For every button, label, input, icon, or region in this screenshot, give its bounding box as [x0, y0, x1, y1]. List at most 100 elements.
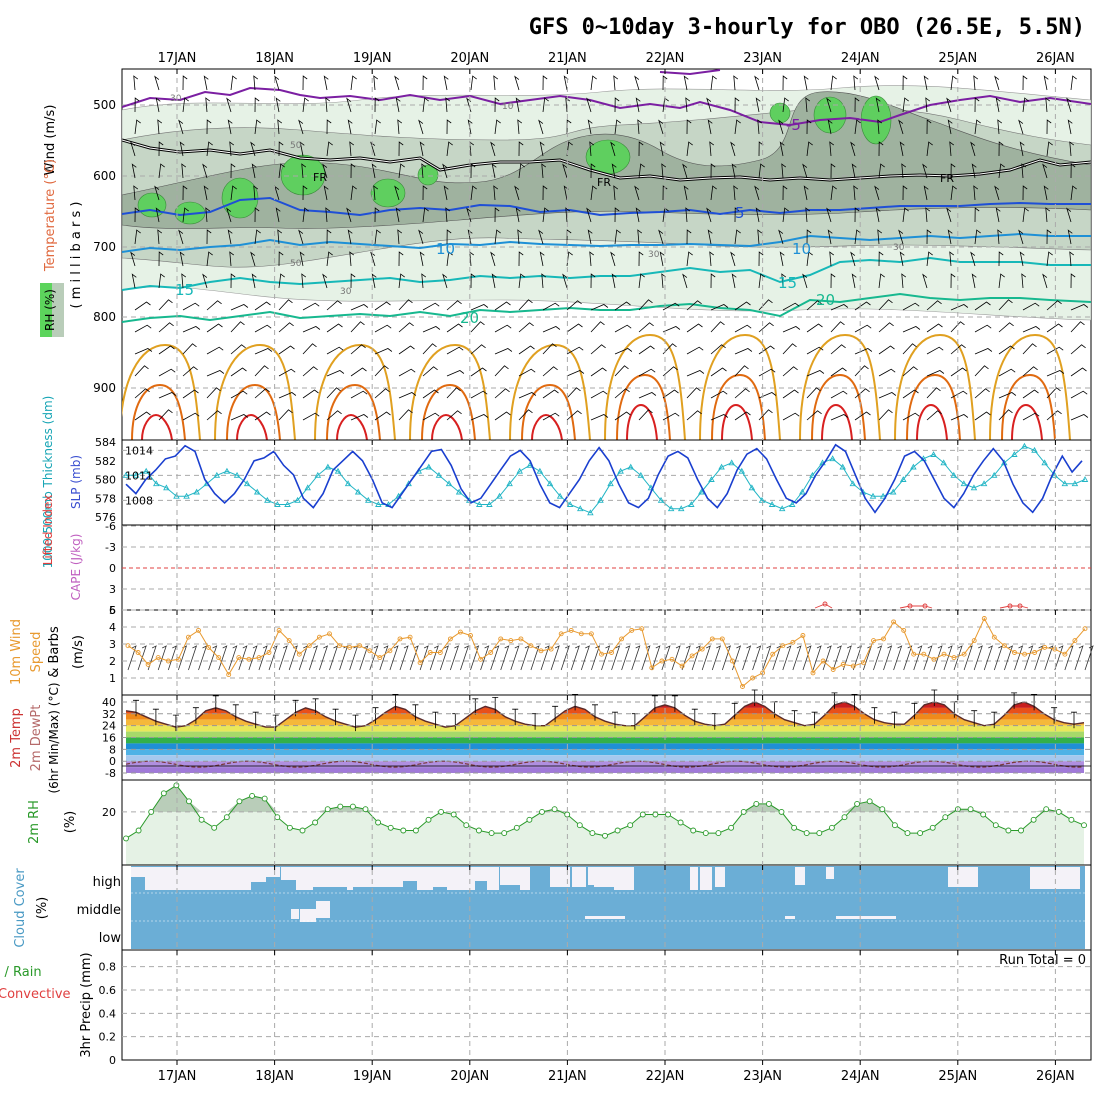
wind-barb — [565, 207, 571, 223]
wind-barb — [1070, 367, 1087, 377]
wind-point — [911, 651, 917, 657]
wind-barb — [805, 207, 811, 223]
wind-barb — [374, 301, 391, 311]
wind-barb — [973, 75, 979, 91]
wind-barb — [587, 229, 593, 245]
wind-barb — [470, 304, 489, 311]
wind-barb — [998, 409, 1013, 421]
wind-barb — [398, 251, 404, 267]
wind-point — [639, 626, 645, 632]
wind-barb — [1069, 251, 1075, 267]
wind-barb — [1070, 414, 1089, 421]
wind-barb — [682, 273, 688, 289]
wind-barb — [998, 251, 1004, 267]
wind-barb — [638, 409, 653, 421]
wind-barb — [758, 392, 777, 399]
wind-barb — [782, 326, 801, 333]
temp-err-bar — [791, 710, 798, 727]
wind-barb — [370, 141, 376, 157]
temp-err-bar — [651, 695, 658, 712]
wind-barb — [374, 119, 381, 135]
wind-barb — [398, 299, 413, 311]
wind-barb — [613, 185, 619, 201]
surface-barb — [973, 645, 983, 671]
wind-barb — [830, 273, 836, 289]
surface-barb — [319, 645, 329, 671]
wind-barb — [422, 75, 428, 91]
wind-barb — [346, 97, 352, 113]
wind-barb — [421, 273, 427, 289]
wind-barb — [878, 409, 893, 421]
rh2m-point — [929, 824, 936, 831]
wind-barb — [998, 392, 1017, 399]
wind-point — [145, 661, 151, 667]
wind-barb — [275, 207, 281, 223]
ylabel-cloud-units: (%) — [35, 897, 50, 920]
slp-point — [576, 505, 584, 512]
wind-barb — [802, 163, 808, 179]
wind-point — [719, 636, 725, 642]
wind-barb — [230, 75, 237, 91]
wind-barb — [542, 412, 560, 421]
date-gridlines — [176, 69, 1056, 1065]
wind-point — [488, 650, 494, 655]
rh2m-point — [501, 830, 508, 837]
wind-barb — [206, 346, 224, 355]
rh2m-point — [387, 824, 394, 831]
cloud-gap — [614, 867, 634, 890]
wind-barb — [734, 388, 750, 399]
wind-barb — [710, 344, 726, 355]
rh2m-point — [236, 798, 243, 805]
wind-barb — [419, 251, 425, 267]
wind-barb — [518, 392, 537, 399]
wind-barb — [182, 389, 199, 399]
contour-25 — [894, 333, 976, 440]
wind-barb — [707, 229, 713, 245]
wind-barb — [350, 367, 367, 377]
wind-barb — [590, 344, 606, 355]
slp-tick-label: 1014 — [125, 444, 153, 457]
wind-barb — [970, 251, 976, 267]
wind-barb — [446, 300, 462, 311]
slp-point — [163, 484, 170, 491]
contour-25 — [699, 333, 781, 440]
wind-barb — [158, 299, 173, 311]
wind-barb — [758, 251, 764, 267]
wind-barb — [877, 229, 883, 245]
bottom-date-label: 19JAN — [353, 1069, 392, 1084]
wind-barb — [182, 97, 189, 113]
cloud-gap — [281, 867, 296, 880]
wind-barb — [614, 119, 621, 135]
contour-30 — [1001, 373, 1056, 440]
wind-point — [256, 655, 262, 661]
wind-barb — [302, 412, 320, 421]
ylabel-cloud: Cloud Cover — [13, 868, 28, 948]
wind-point — [407, 634, 413, 640]
temp-tick-label: 0 — [109, 755, 116, 768]
li-tick-label: 6 — [109, 604, 116, 617]
thickness-tick-label: 582 — [95, 455, 116, 468]
wind-barb — [278, 163, 285, 179]
wind-barb — [230, 304, 249, 311]
contour-35 — [721, 403, 753, 440]
li-tick-label: -3 — [105, 541, 116, 554]
wind-barb — [326, 251, 333, 267]
wind-barb — [1046, 251, 1053, 267]
surface-barb — [873, 645, 883, 671]
wind-barb — [806, 300, 822, 311]
wind-barb — [446, 323, 463, 333]
wind-barb — [1022, 412, 1040, 421]
wind-barb — [1066, 207, 1072, 223]
wind-barb — [757, 119, 763, 135]
rh2m-point — [791, 824, 798, 831]
wind-point — [921, 651, 927, 657]
rh2m-point — [602, 832, 608, 839]
contour-30 — [326, 383, 381, 440]
wind-barb — [301, 163, 307, 179]
wind-barb — [518, 299, 533, 311]
wind-barb — [515, 207, 521, 223]
wind-barb — [1070, 273, 1076, 289]
surface-barb — [752, 645, 762, 671]
wind-barb — [854, 97, 860, 113]
surface-barb — [711, 645, 721, 671]
